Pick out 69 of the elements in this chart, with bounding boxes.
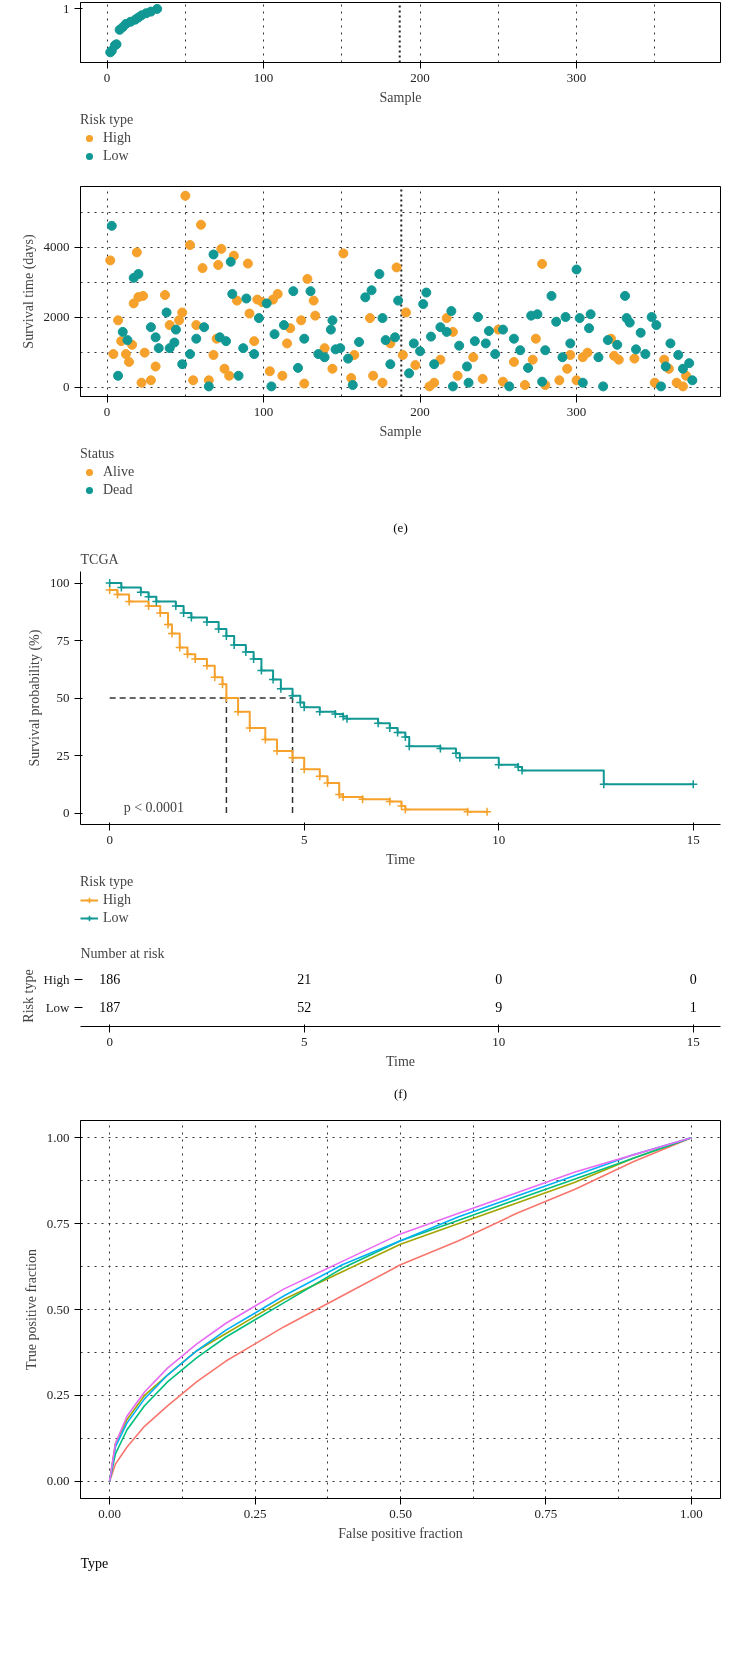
y-tick-label: 75 <box>56 632 70 648</box>
x-tick-label: 0 <box>103 69 111 85</box>
legend-label: Dead <box>103 482 133 498</box>
x-tick-label: 15 <box>686 831 700 847</box>
y-tick-label: 2000 <box>43 309 70 325</box>
y-tick-label: 0.50 <box>46 1301 70 1317</box>
y-axis-title: Survival probability (%) <box>27 629 43 767</box>
y-axis-title: Survival time (days) <box>20 234 37 349</box>
data-label: 1 <box>689 1000 697 1016</box>
x-tick-label: 300 <box>566 403 587 419</box>
x-tick-label: 0.75 <box>534 1505 558 1521</box>
data-label: 52 <box>297 1000 312 1016</box>
x-tick-label: 100 <box>253 69 274 85</box>
legend-title: Risk type <box>80 874 134 890</box>
text: 1 <box>63 0 70 16</box>
x-tick-label: 100 <box>253 403 274 419</box>
y-tick-label: 0.75 <box>46 1215 70 1231</box>
legend-title: Type <box>80 1556 109 1571</box>
x-tick-label: 0.50 <box>389 1505 412 1521</box>
x-tick-label: 15 <box>686 1033 700 1049</box>
y-tick-label: 0.25 <box>46 1387 70 1403</box>
x-tick-label: 5 <box>300 1033 308 1049</box>
x-tick-label: 0 <box>106 1033 113 1049</box>
x-tick-label: 5 <box>300 831 308 847</box>
y-axis-title: True positive fraction <box>23 1249 39 1370</box>
text: (f) <box>394 1086 408 1101</box>
chart-title: TCGA <box>80 551 120 567</box>
data-label: 186 <box>99 972 121 988</box>
x-tick-label: 0 <box>106 831 113 847</box>
y-tick-label: 25 <box>56 747 70 763</box>
y-tick-label: 100 <box>50 575 70 590</box>
chart-title: Number at risk <box>80 945 165 961</box>
legend-label: Low <box>103 148 129 164</box>
x-tick-label: 0.25 <box>243 1505 267 1521</box>
data-label: 9 <box>495 1000 503 1016</box>
annotation: p < 0.0001 <box>123 800 185 815</box>
x-axis-title: Time <box>385 1053 416 1069</box>
legend-label: Alive <box>103 464 135 480</box>
y-tick-label: 1.00 <box>46 1129 70 1145</box>
legend-label: High <box>103 130 131 146</box>
x-axis-title: Time <box>385 851 416 867</box>
x-axis-title: Sample <box>379 89 422 105</box>
x-tick-label: 300 <box>566 69 587 85</box>
x-axis-title: False positive fraction <box>338 1525 463 1541</box>
x-tick-label: 200 <box>410 69 430 85</box>
y-tick-label: Low <box>45 999 71 1015</box>
legend-label: Low <box>103 910 129 926</box>
y-tick-label: 0 <box>63 805 70 820</box>
legend-title: Status <box>80 446 116 462</box>
data-label: 21 <box>297 972 312 988</box>
x-tick-label: 0.00 <box>98 1505 121 1521</box>
legend-label: High <box>103 892 131 908</box>
data-label: 187 <box>99 1000 121 1016</box>
y-tick-label: 0.00 <box>46 1473 70 1489</box>
data-label: 0 <box>495 972 503 988</box>
x-tick-label: 0 <box>103 403 111 419</box>
x-tick-label: 10 <box>492 831 506 847</box>
y-tick-label: 4000 <box>43 239 70 255</box>
y-tick-label: High <box>43 971 70 987</box>
legend-title: Risk type <box>80 112 134 128</box>
data-label: 0 <box>689 972 697 988</box>
y-tick-label: 50 <box>56 690 70 705</box>
x-tick-label: 1.00 <box>680 1505 703 1521</box>
x-axis-title: Sample <box>379 423 422 439</box>
x-tick-label: 10 <box>492 1033 506 1049</box>
y-axis-title: Risk type <box>20 969 36 1023</box>
y-tick-label: 0 <box>63 379 70 395</box>
text: (e) <box>393 520 408 535</box>
x-tick-label: 200 <box>410 403 430 419</box>
